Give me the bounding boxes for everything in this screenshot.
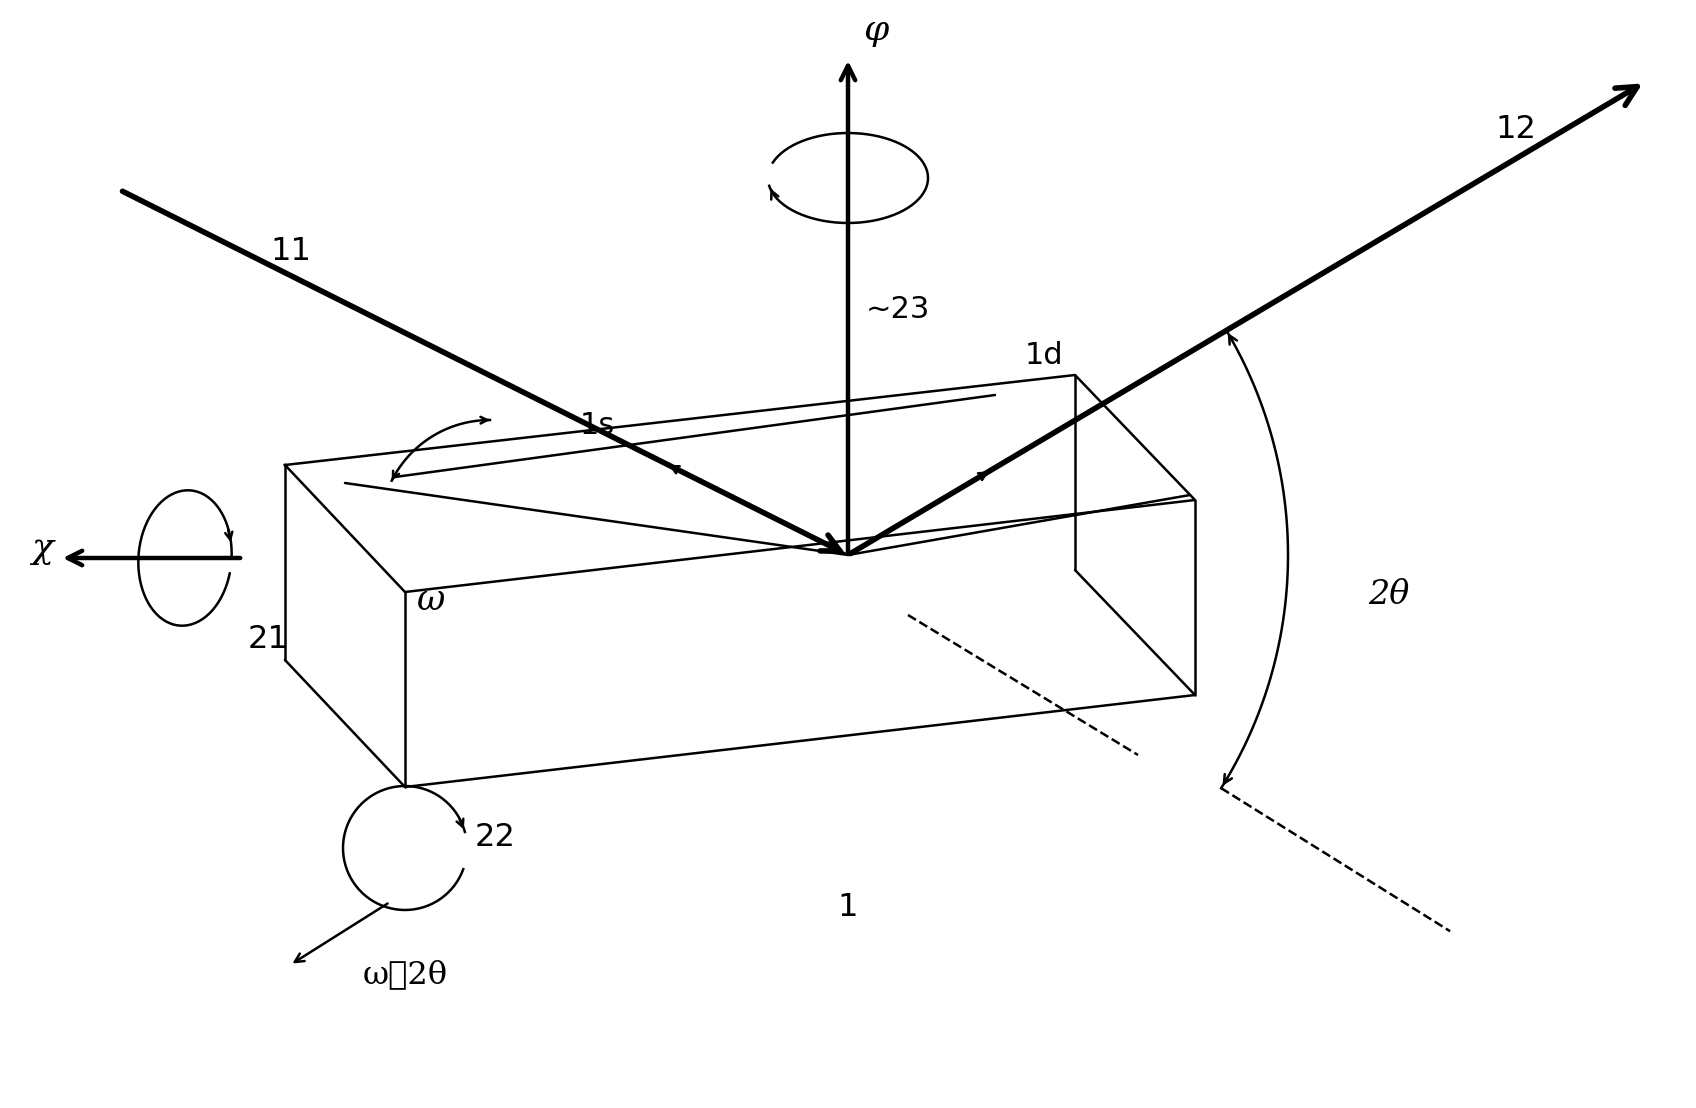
Text: 1s: 1s — [580, 410, 616, 440]
Text: ~23: ~23 — [867, 296, 931, 325]
Text: 12: 12 — [1494, 114, 1537, 145]
Text: 11: 11 — [270, 236, 310, 267]
Text: ω，2θ: ω，2θ — [363, 960, 448, 991]
Text: 21: 21 — [248, 625, 288, 656]
Text: 1: 1 — [838, 893, 858, 923]
Text: ω: ω — [416, 583, 444, 617]
Text: φ: φ — [863, 13, 889, 47]
Text: 1d: 1d — [1024, 340, 1063, 369]
Text: 2θ: 2θ — [1369, 579, 1409, 611]
Text: χ: χ — [31, 531, 53, 565]
Text: 22: 22 — [475, 822, 516, 853]
